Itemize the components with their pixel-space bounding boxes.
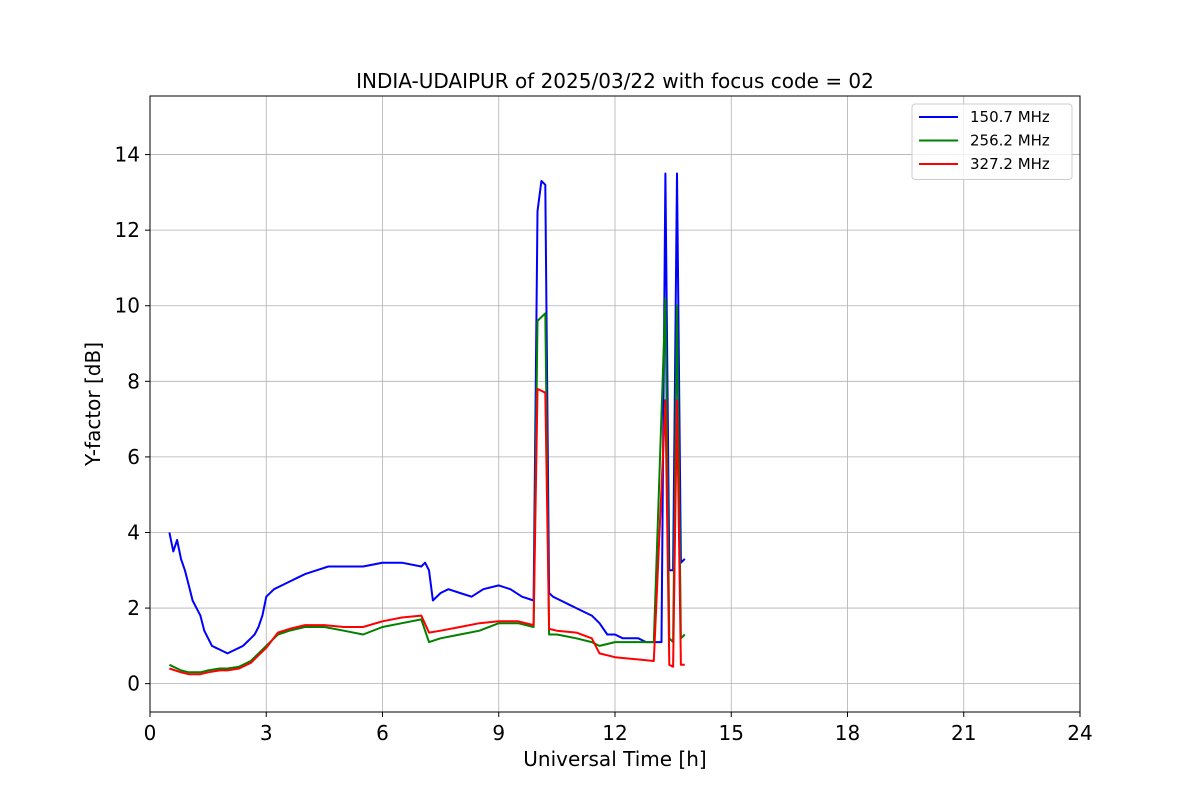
x-tick-label: 12 [602,721,627,745]
chart-title: INDIA-UDAIPUR of 2025/03/22 with focus c… [356,69,874,93]
x-tick-label: 24 [1067,721,1092,745]
y-tick-label: 4 [127,520,140,544]
series-line-2 [168,297,686,674]
series-line-3 [169,387,685,676]
legend-label: 327.2 MHz [970,155,1050,173]
y-tick-label: 6 [127,445,140,469]
x-tick-label: 0 [144,721,157,745]
x-tick-label: 9 [492,721,505,745]
y-tick-label: 12 [115,218,140,242]
x-axis-label: Universal Time [h] [523,747,706,771]
x-tick-label: 6 [376,721,389,745]
y-tick-label: 10 [115,294,140,318]
x-tick-label: 21 [951,721,976,745]
x-tick-label: 3 [260,721,273,745]
x-tick-label: 15 [719,721,744,745]
series-layer [168,172,686,676]
legend-label: 256.2 MHz [970,132,1050,150]
y-tick-label: 14 [115,143,140,167]
y-tick-label: 8 [127,369,140,393]
x-tick-label: 18 [835,721,860,745]
y-axis-label: Y-factor [dB] [81,342,105,467]
legend: 150.7 MHz 256.2 MHz 327.2 MHz [911,103,1073,180]
y-tick-label: 2 [127,596,140,620]
y-tick-label: 0 [127,672,140,696]
legend-box [911,103,1073,180]
legend-label: 150.7 MHz [970,108,1050,126]
series-line-1 [168,172,686,655]
